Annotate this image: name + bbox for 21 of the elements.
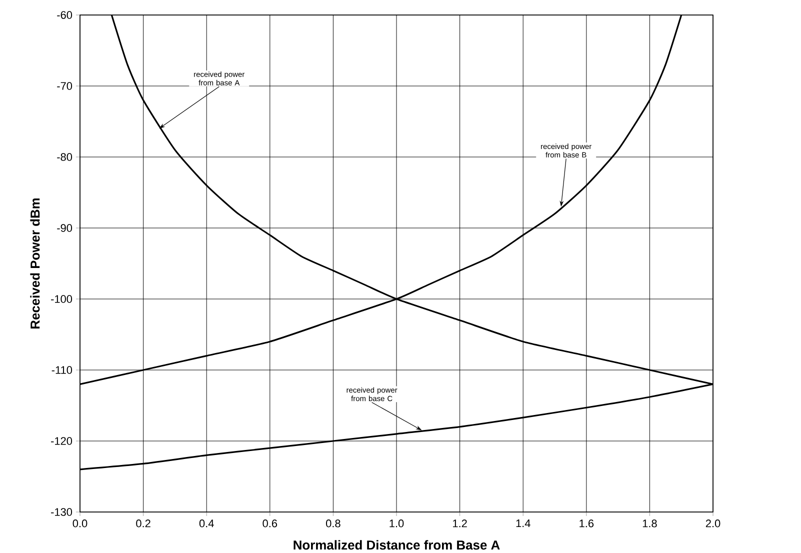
x-tick-label: 1.4 bbox=[516, 520, 530, 528]
x-tick-label: 1.2 bbox=[453, 520, 467, 528]
x-tick-label: 0.2 bbox=[136, 520, 150, 528]
y-tick-label: -100 bbox=[51, 295, 72, 303]
x-tick-label: 2.0 bbox=[706, 520, 720, 528]
y-tick-label: -70 bbox=[57, 82, 72, 90]
y-axis-title: Received Power dBm bbox=[30, 198, 40, 328]
x-tick-label: 0.6 bbox=[262, 520, 278, 528]
y-tick-label: -60 bbox=[57, 11, 72, 19]
x-tick-label: 1.6 bbox=[580, 520, 594, 528]
y-tick-label: -120 bbox=[51, 437, 72, 445]
x-tick-label: 0.0 bbox=[72, 520, 88, 528]
x-axis-title: Normalized Distance from Base A bbox=[294, 540, 500, 550]
x-tick-label: 0.8 bbox=[326, 520, 340, 528]
y-tick-label: -90 bbox=[57, 224, 72, 232]
y-tick-label: -110 bbox=[52, 366, 72, 374]
x-tick-label: 0.4 bbox=[199, 520, 214, 528]
x-tick-label: 1.0 bbox=[390, 520, 404, 528]
x-tick-label: 1.8 bbox=[642, 520, 657, 528]
y-tick-label: -80 bbox=[57, 153, 72, 161]
y-tick-label: -130 bbox=[51, 508, 72, 516]
